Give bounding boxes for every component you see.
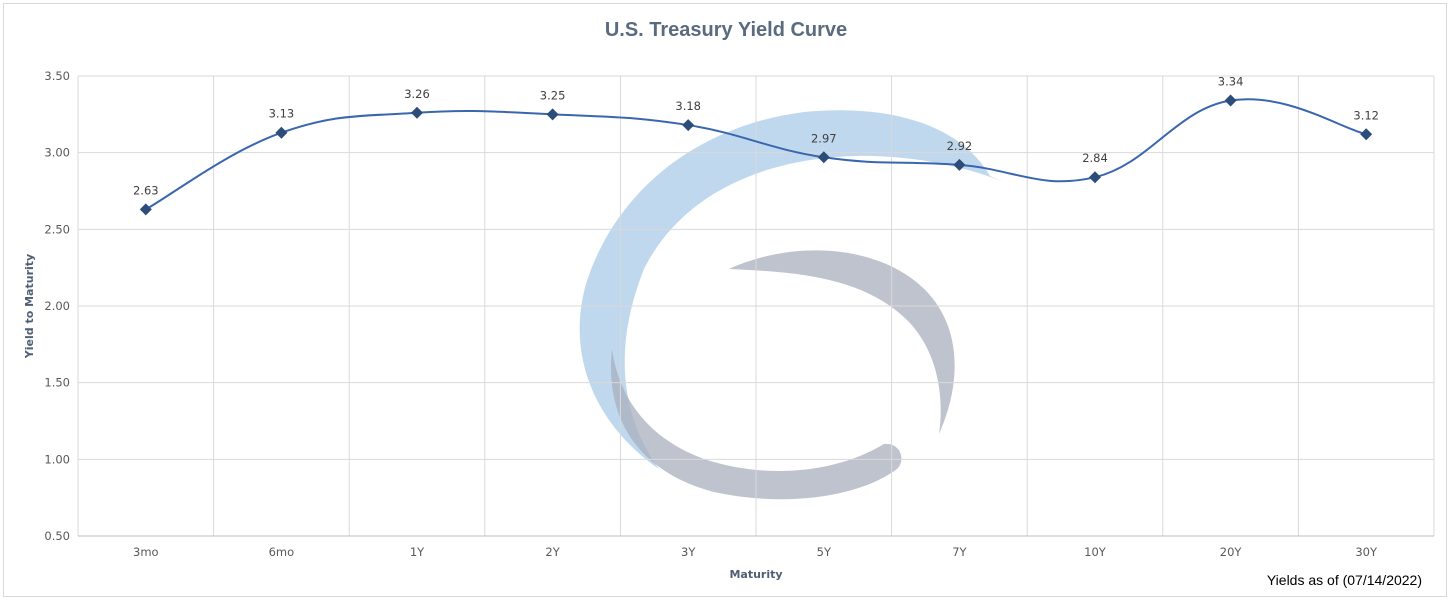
data-label: 2.92 xyxy=(947,139,973,153)
yield-series-line xyxy=(145,98,1367,211)
x-tick-label: 30Y xyxy=(1355,545,1378,559)
y-tick-label: 2.50 xyxy=(44,222,70,236)
x-tick-label: 7Y xyxy=(952,545,967,559)
x-tick-label: 5Y xyxy=(817,545,832,559)
data-point-marker xyxy=(139,203,152,216)
data-label: 2.84 xyxy=(1082,151,1108,165)
x-tick-label: 6mo xyxy=(269,545,295,559)
x-tick-label: 3mo xyxy=(133,545,159,559)
x-tick-label: 1Y xyxy=(410,545,425,559)
yield-data-labels: 2.63 3.13 3.26 3.25 3.18 2.97 2.92 2.84 3.34 3.12 xyxy=(133,75,1379,198)
yield-markers xyxy=(139,94,1373,216)
y-tick-label: 1.50 xyxy=(44,376,70,390)
plot-grid xyxy=(77,75,1435,537)
data-label: 2.63 xyxy=(133,183,159,197)
chart-frame: U.S. Treasury Yield Curve 0.50 1.00 1.50 2.… xyxy=(3,3,1447,597)
data-point-marker xyxy=(546,108,559,121)
yields-date-note: Yields as of (07/14/2022) xyxy=(1267,572,1422,588)
data-point-marker xyxy=(1224,94,1237,107)
x-tick-label: 2Y xyxy=(545,545,560,559)
y-axis-ticks: 0.50 1.00 1.50 2.00 2.50 3.00 3.50 xyxy=(44,69,70,543)
yield-curve-chart: U.S. Treasury Yield Curve 0.50 1.00 1.50 2.… xyxy=(23,19,1435,588)
data-point-marker xyxy=(682,119,695,132)
swirl-logo-icon xyxy=(579,110,1004,500)
data-label: 3.26 xyxy=(404,87,430,101)
data-label: 3.13 xyxy=(269,107,295,121)
x-tick-label: 20Y xyxy=(1220,545,1243,559)
y-tick-label: 1.00 xyxy=(44,452,70,466)
x-axis-title: Maturity xyxy=(729,568,782,581)
data-label: 3.25 xyxy=(540,88,566,102)
y-tick-label: 3.00 xyxy=(44,146,70,160)
x-tick-label: 3Y xyxy=(681,545,696,559)
y-axis-title: Yield to Maturity xyxy=(23,254,36,359)
chart-title: U.S. Treasury Yield Curve xyxy=(605,19,847,41)
x-tick-label: 10Y xyxy=(1084,545,1107,559)
y-tick-label: 3.50 xyxy=(44,69,70,83)
data-point-marker xyxy=(411,106,423,119)
data-label: 3.34 xyxy=(1218,75,1244,89)
data-label: 3.12 xyxy=(1353,108,1379,122)
data-point-marker xyxy=(1360,128,1373,141)
y-tick-label: 0.50 xyxy=(44,529,70,543)
y-tick-label: 2.00 xyxy=(44,299,70,313)
data-point-marker xyxy=(953,158,966,171)
data-point-marker xyxy=(817,151,830,164)
data-label: 2.97 xyxy=(811,131,837,145)
data-label: 3.18 xyxy=(675,99,701,113)
x-axis-ticks: 3mo 6mo 1Y 2Y 3Y 5Y 7Y 10Y 20Y 30Y xyxy=(133,545,1378,559)
data-point-marker xyxy=(275,126,288,139)
data-point-marker xyxy=(1089,171,1101,184)
